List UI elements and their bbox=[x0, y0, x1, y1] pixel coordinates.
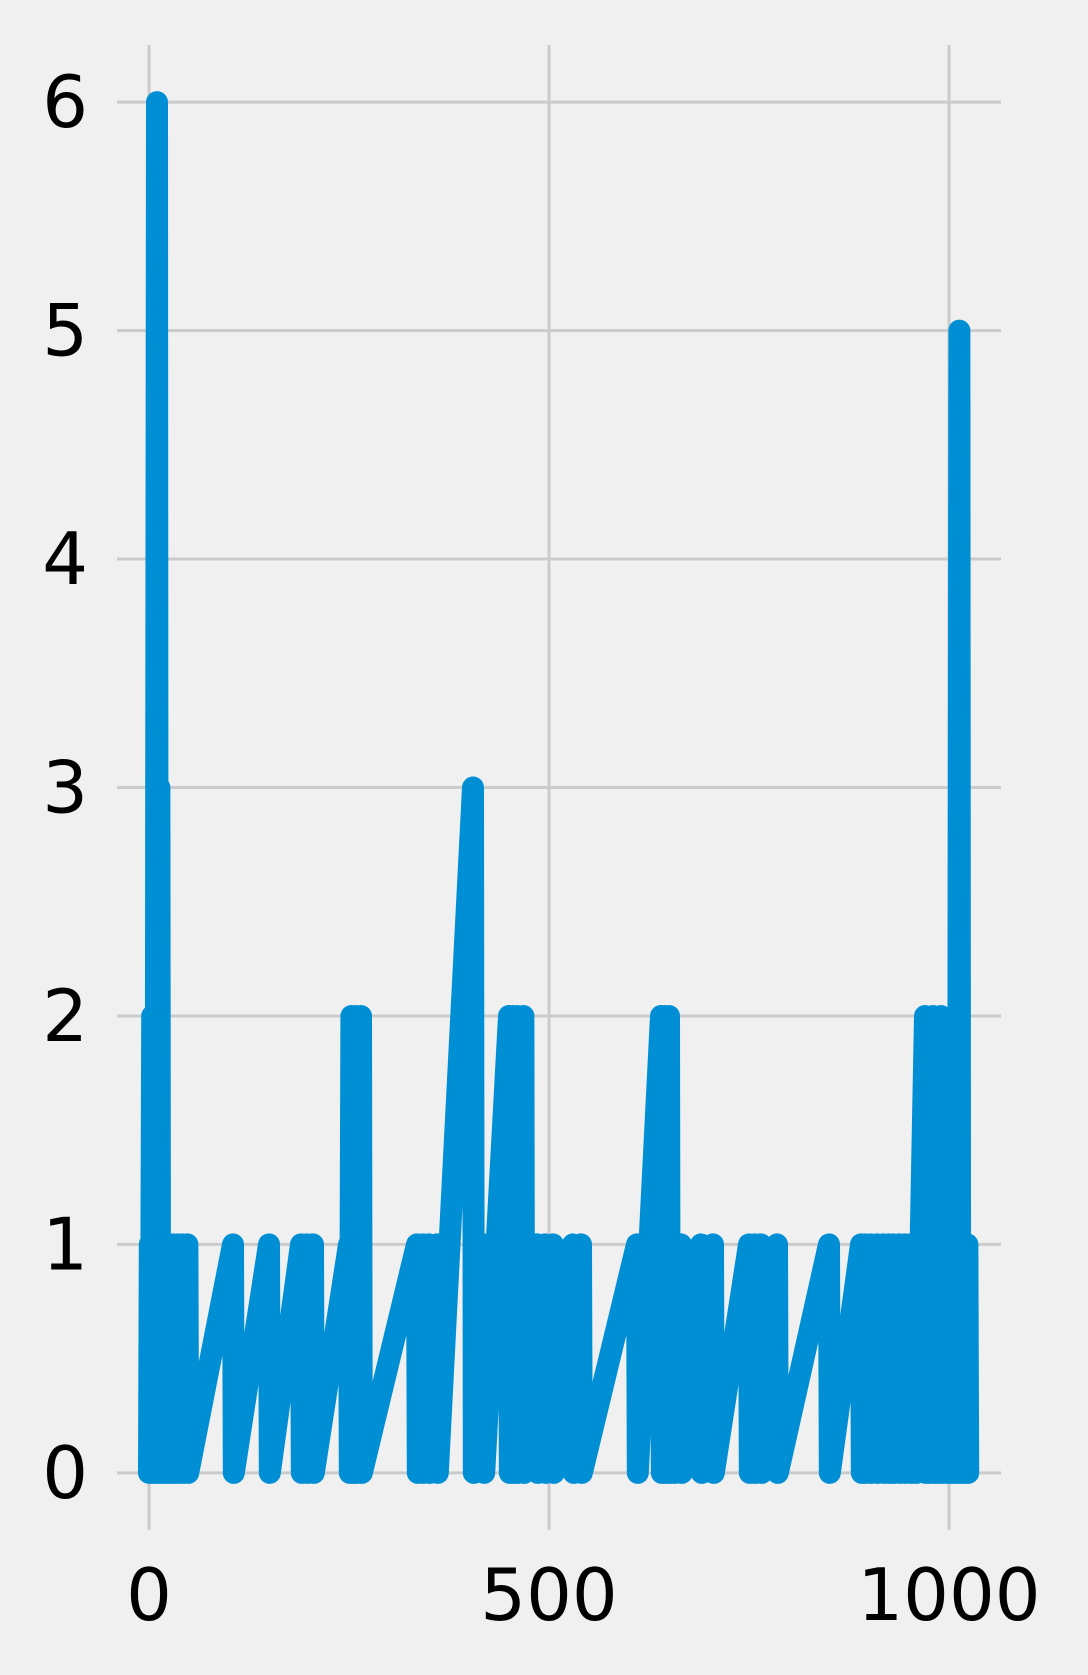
y-tick-label-2: 2 bbox=[42, 974, 88, 1058]
y-tick-label-4: 4 bbox=[42, 517, 88, 601]
y-tick-label-5: 5 bbox=[42, 289, 88, 373]
plot-series bbox=[138, 91, 980, 1484]
y-tick-label-1: 1 bbox=[42, 1202, 88, 1286]
y-tick-label-0: 0 bbox=[42, 1431, 88, 1515]
x-tick-label-1000: 1000 bbox=[857, 1553, 1040, 1637]
x-tick-label-0: 0 bbox=[126, 1553, 172, 1637]
tick-labels: 0 1 2 3 4 5 6 0 500 1000 bbox=[42, 60, 1040, 1637]
y-tick-label-6: 6 bbox=[42, 60, 88, 144]
series-line-0 bbox=[138, 91, 980, 1484]
y-tick-label-3: 3 bbox=[42, 746, 88, 830]
x-tick-label-500: 500 bbox=[480, 1553, 617, 1637]
